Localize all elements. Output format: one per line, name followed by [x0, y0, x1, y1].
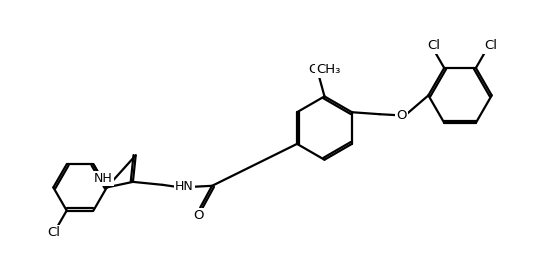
- Text: O: O: [193, 209, 204, 222]
- Text: O: O: [396, 109, 406, 122]
- Text: Cl: Cl: [427, 39, 440, 52]
- Text: CH₃: CH₃: [316, 63, 340, 76]
- Text: HN: HN: [175, 180, 194, 193]
- Text: NH: NH: [94, 172, 112, 185]
- Text: Cl: Cl: [47, 226, 60, 239]
- Text: O: O: [309, 63, 319, 76]
- Text: Cl: Cl: [484, 39, 497, 52]
